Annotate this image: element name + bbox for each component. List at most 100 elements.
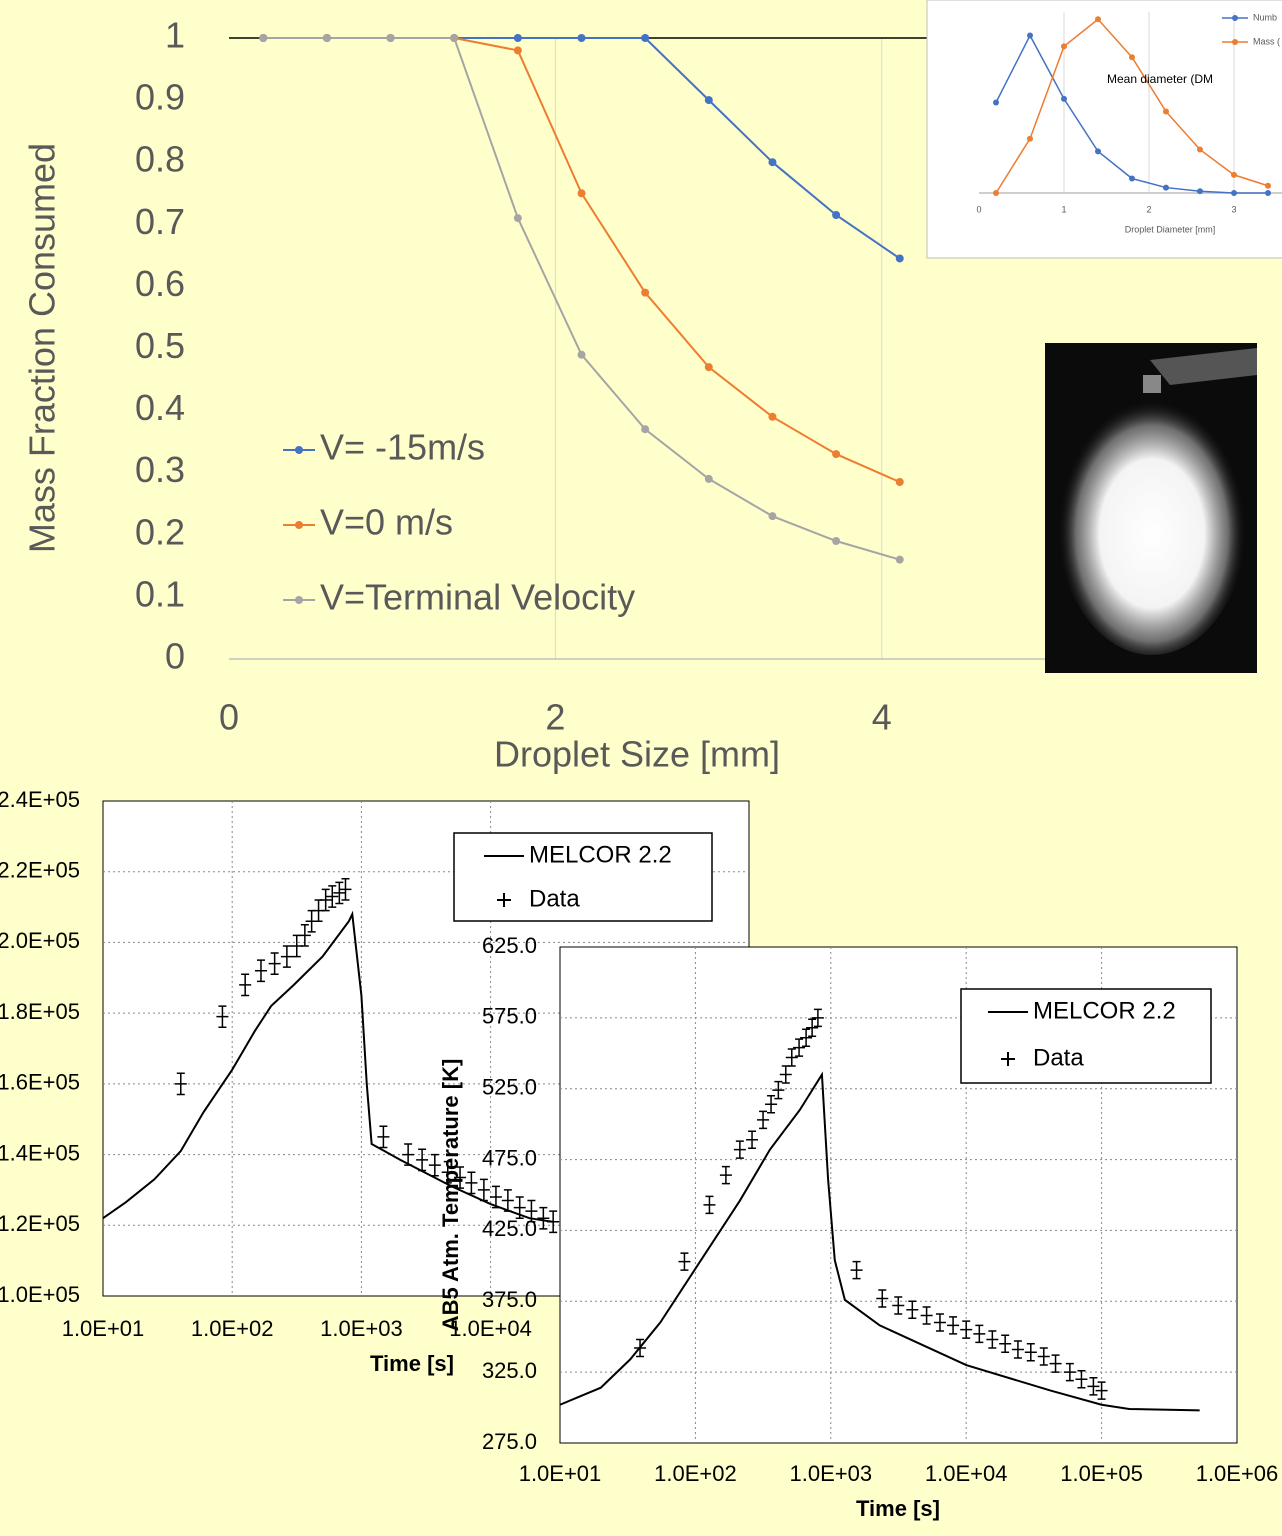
point <box>259 34 268 42</box>
y-tick-label: 275.0 <box>482 1429 537 1454</box>
point <box>704 474 713 483</box>
data-point <box>800 1028 813 1047</box>
data-point <box>973 1324 986 1344</box>
legend-label: Numb <box>1253 12 1277 22</box>
spray-photo <box>1045 343 1257 673</box>
data-point <box>216 1005 229 1029</box>
x-tick-label: 1.0E+06 <box>1196 1461 1279 1486</box>
legend-label: Data <box>529 885 580 912</box>
legend-marker <box>1232 15 1238 21</box>
y-axis-title: Mass Fraction Consumed <box>22 143 63 553</box>
point <box>641 34 650 42</box>
legend-label: V=Terminal Velocity <box>320 577 635 618</box>
y-tick-label: 2.4E+05 <box>0 787 80 812</box>
x-tick-label: 1.0E+04 <box>925 1461 1008 1486</box>
series-line <box>559 1071 1200 1412</box>
y-tick-label: 1.2E+05 <box>0 1211 80 1236</box>
point <box>577 34 586 42</box>
point <box>513 214 522 223</box>
x-axis-title: Time [s] <box>856 1496 940 1521</box>
y-tick-label: 475.0 <box>482 1145 537 1170</box>
data-point <box>1087 1377 1100 1396</box>
point <box>832 450 841 459</box>
x-tick-label: 1.0E+03 <box>320 1316 403 1341</box>
legend-marker <box>295 596 303 604</box>
legend-marker <box>295 446 303 454</box>
point <box>1061 43 1067 50</box>
y-tick-label: 1.8E+05 <box>0 999 80 1024</box>
x-tick-label: 1.0E+04 <box>449 1316 532 1341</box>
data-point <box>1075 1369 1088 1389</box>
data-point <box>326 885 339 908</box>
y-tick-label: 0 <box>165 636 185 677</box>
data-point <box>806 1018 819 1038</box>
legend-label: Mass ( <box>1253 36 1280 46</box>
point <box>1095 16 1101 23</box>
data-point <box>876 1289 889 1308</box>
data-point <box>733 1140 746 1159</box>
data-point <box>986 1330 999 1349</box>
data-point <box>501 1189 514 1212</box>
point <box>704 363 713 372</box>
point <box>768 412 777 421</box>
data-point <box>850 1260 863 1280</box>
data-point <box>174 1072 187 1096</box>
point <box>641 288 650 297</box>
y-tick-label: 575.0 <box>482 1004 537 1029</box>
data-point <box>465 1171 478 1195</box>
data-point <box>933 1313 946 1332</box>
plot-box <box>926 0 1282 259</box>
y-tick-label: 0.3 <box>135 449 185 490</box>
point <box>577 189 586 198</box>
point <box>1129 175 1135 182</box>
spray <box>1057 385 1247 655</box>
y-tick-label: 2.2E+05 <box>0 858 80 883</box>
data-point <box>402 1143 415 1166</box>
chart-title: Mean diameter (DM <box>1107 72 1213 86</box>
data-point <box>547 1210 560 1234</box>
point <box>1061 95 1067 102</box>
point <box>704 96 713 105</box>
x-tick-label: 0 <box>219 697 239 738</box>
y-tick-label: 0.7 <box>135 201 185 242</box>
y-tick-label: 1.4E+05 <box>0 1140 80 1165</box>
y-tick-label: 0.8 <box>135 139 185 180</box>
x-axis-title: Droplet Size [mm] <box>494 734 780 775</box>
point <box>1129 54 1135 61</box>
y-tick-label: 375.0 <box>482 1287 537 1312</box>
data-point <box>757 1110 770 1130</box>
data-point <box>1063 1362 1076 1382</box>
point <box>832 537 841 546</box>
legend-symbol <box>1001 1052 1015 1066</box>
data-point <box>1011 1340 1024 1359</box>
point <box>768 158 777 167</box>
data-point <box>377 1125 390 1149</box>
data-point <box>703 1195 716 1215</box>
point <box>450 34 459 42</box>
point <box>1095 148 1101 155</box>
data-point <box>765 1095 778 1114</box>
series-line <box>263 37 901 260</box>
legend-symbol <box>497 893 511 907</box>
point <box>322 34 331 42</box>
x-axis-title: Time [s] <box>370 1351 454 1376</box>
data-point <box>920 1306 933 1325</box>
x-axis-title: Droplet Diameter [mm] <box>1125 224 1216 234</box>
y-axis-title: AB5 Atm. Temperature [K] <box>438 1059 463 1332</box>
legend-label: V=0 m/s <box>320 502 453 543</box>
data-point <box>772 1080 785 1100</box>
point <box>895 254 904 263</box>
data-point <box>537 1206 550 1230</box>
data-point <box>892 1296 905 1315</box>
y-tick-label: 1 <box>165 15 185 56</box>
data-point <box>441 1160 454 1184</box>
point <box>513 46 522 55</box>
legend-label: V= -15m/s <box>320 427 485 468</box>
y-tick-label: 0.2 <box>135 511 185 552</box>
data-point <box>960 1320 973 1339</box>
data-point <box>947 1316 960 1335</box>
point <box>513 34 522 42</box>
y-tick-label: 425.0 <box>482 1216 537 1241</box>
data-point <box>305 909 318 933</box>
